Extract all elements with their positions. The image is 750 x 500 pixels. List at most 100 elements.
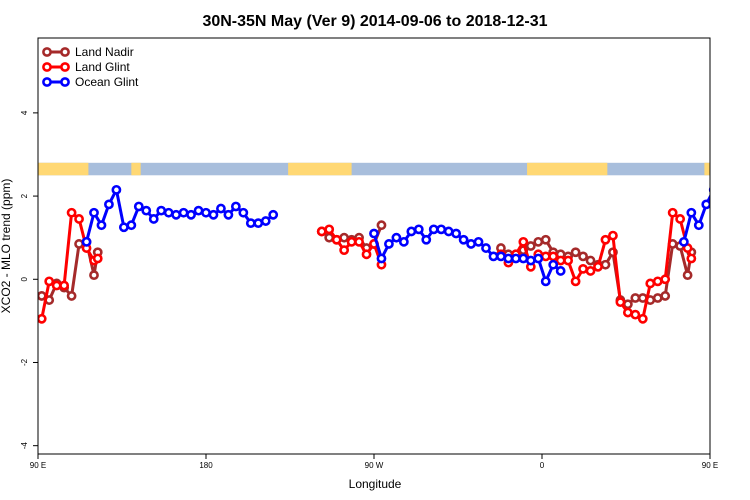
ocean-glint-point [481, 243, 491, 253]
ocean-glint-point [503, 253, 514, 264]
land-nadir-point [376, 220, 387, 231]
ocean-glint-point [451, 228, 462, 239]
land-nadir-point [570, 247, 581, 258]
ocean-glint-point [163, 207, 174, 218]
land-glint-point [645, 278, 656, 289]
legend-label-ocean-glint: Ocean Glint [75, 75, 139, 89]
ocean-glint-point [540, 276, 551, 287]
chart-title: 30N-35N May (Ver 9) 2014-09-06 to 2018-1… [202, 13, 547, 30]
ocean-glint-point [89, 207, 99, 218]
land-glint-point [66, 207, 77, 218]
ocean-glint-point [473, 236, 484, 247]
series-layer [38, 184, 740, 324]
x-axis-label: Longitude [349, 477, 402, 491]
legend-swatch-marker [60, 47, 70, 57]
land-glint-point [667, 207, 678, 218]
ocean-glint-point [96, 220, 107, 231]
ocean-glint-point [548, 259, 559, 270]
land-glint-point [615, 297, 626, 308]
y-tick-label: -4 [20, 442, 29, 450]
legend-swatch-marker [42, 62, 52, 72]
ocean-glint-point [208, 209, 219, 220]
ocean-glint-point [708, 186, 710, 194]
legend-label-land-glint: Land Glint [75, 60, 130, 74]
legend-swatch-marker [60, 77, 70, 87]
ocean-glint-point [458, 234, 469, 245]
land-nadir-point [660, 291, 671, 301]
y-axis-label: XCO2 - MLO trend (ppm) [0, 179, 13, 314]
land-band-segment [131, 162, 141, 176]
land-glint-point [92, 253, 103, 264]
legend-label-land-nadir: Land Nadir [75, 45, 134, 59]
legend-swatch-marker [60, 62, 70, 72]
land-glint-point [585, 266, 596, 276]
land-glint-point [51, 280, 62, 291]
land-glint-point [316, 226, 327, 237]
ocean-glint-point [413, 224, 424, 235]
ocean-glint-point [555, 266, 566, 276]
ocean-glint-point [733, 203, 740, 210]
legend-item-land-glint: Land Glint [42, 60, 130, 74]
land-nadir-point [525, 241, 536, 251]
land-glint-point [59, 280, 70, 291]
land-nadir-point [89, 270, 99, 281]
land-glint-point [660, 274, 671, 285]
land-glint-point [354, 236, 364, 247]
ocean-glint-point [104, 199, 114, 210]
legend-swatch-marker [42, 77, 52, 87]
ocean-glint-point [186, 209, 196, 220]
ocean-glint-point [223, 209, 234, 220]
ocean-glint-point [141, 205, 152, 216]
y-tick-label: 2 [20, 193, 29, 198]
ocean-glint-point [201, 207, 211, 218]
ocean-glint-point [406, 226, 417, 237]
ocean-glint-point [693, 220, 704, 231]
ocean-glint-point [81, 236, 92, 247]
land-glint-point [630, 309, 641, 320]
land-glint-point [637, 313, 648, 324]
ocean-glint-point [369, 228, 379, 239]
ocean-glint-point [466, 239, 476, 249]
land-glint-point [339, 245, 350, 256]
ocean-glint-point [133, 201, 144, 212]
land-glint-point [44, 276, 55, 287]
land-glint-point [578, 263, 588, 274]
ocean-glint-point [725, 222, 732, 229]
ocean-glint-point [178, 207, 189, 218]
land-ocean-band [38, 162, 710, 176]
ocean-glint-point [488, 251, 499, 262]
ocean-glint-point [245, 218, 256, 229]
land-band-segment [704, 162, 710, 176]
ocean-glint-point [260, 216, 271, 226]
land-nadir-point [540, 234, 551, 245]
land-glint-point [548, 251, 559, 262]
ocean-glint-point [533, 253, 544, 264]
ocean-glint-point [268, 209, 279, 220]
ocean-glint-point [384, 239, 394, 249]
legend-item-land-nadir: Land Nadir [42, 45, 134, 59]
y-tick-label: -2 [20, 358, 29, 366]
land-nadir-point [682, 270, 693, 281]
land-nadir-point [630, 293, 641, 303]
ocean-glint-point [436, 224, 447, 235]
land-band-segment [288, 162, 352, 176]
land-glint-point [570, 276, 581, 287]
ocean-glint-point [193, 205, 204, 216]
ocean-glint-point [510, 253, 521, 264]
land-band-segment [38, 162, 89, 176]
ocean-glint-point [376, 253, 387, 264]
y-tick-label: 4 [20, 110, 29, 115]
ocean-glint-point [678, 236, 689, 247]
ocean-glint-point [391, 232, 402, 243]
land-nadir-point [74, 239, 84, 249]
ocean-glint-point [126, 220, 137, 231]
ocean-glint-point [216, 203, 226, 214]
land-nadir-point [66, 291, 77, 301]
land-glint-point [540, 251, 551, 262]
land-nadir-point [652, 293, 663, 303]
x-tick-label: 90 E [30, 461, 46, 470]
land-glint-point [555, 255, 566, 266]
x-tick-label: 90 W [365, 461, 384, 470]
